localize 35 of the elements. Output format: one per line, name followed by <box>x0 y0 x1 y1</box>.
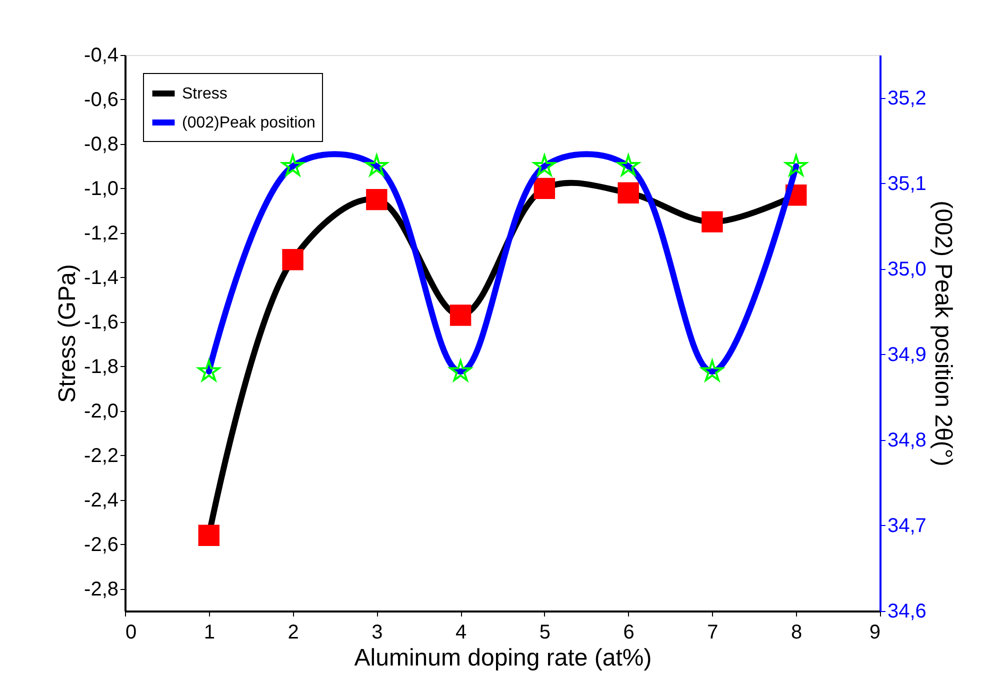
x-tick-label: 8 <box>791 622 802 644</box>
y2-tick-label: 35,0 <box>888 258 926 280</box>
legend-label: (002)Peak position <box>182 114 316 132</box>
y2-tick-label: 34,8 <box>888 429 926 452</box>
y-tick-label: -0,4 <box>84 44 118 66</box>
y2-axis-title: (002) Peak position 2θ(°) <box>929 200 956 466</box>
x-tick-label: 3 <box>372 622 383 644</box>
y2-tick-label: 34,9 <box>888 344 926 366</box>
x-tick-label: 0 <box>126 622 137 644</box>
x-axis-title: Aluminum doping rate (at%) <box>354 644 652 672</box>
y-tick-label: -1,4 <box>84 266 118 289</box>
y-tick-label: -2,4 <box>84 489 118 512</box>
y-tick-label: -2,0 <box>84 400 118 422</box>
x-tick-label: 2 <box>288 622 299 644</box>
x-tick-label: 7 <box>707 622 718 644</box>
y-tick-label: -2,6 <box>84 534 118 556</box>
y-tick-label: -2,8 <box>84 578 118 600</box>
y-tick-label: -1,2 <box>84 222 118 244</box>
x-tick-label: 4 <box>455 622 467 644</box>
y2-tick-label: 35,2 <box>888 87 926 110</box>
x-tick-label: 1 <box>204 622 215 644</box>
y-axis-title: Stress (GPa) <box>54 264 82 403</box>
y-tick-label: -1,0 <box>84 178 118 200</box>
y-tick-label: -2,2 <box>84 444 118 467</box>
y-tick-label: -1,8 <box>84 356 118 378</box>
x-tick-label: 9 <box>869 622 880 644</box>
x-tick-label: 5 <box>539 622 551 644</box>
x-tick-label: 6 <box>623 622 634 644</box>
y2-tick-label: 34,6 <box>888 600 926 622</box>
y2-tick-label: 35,1 <box>888 172 926 195</box>
y2-tick-label: 34,7 <box>888 514 926 537</box>
y-tick-label: -0,8 <box>84 133 118 156</box>
y-tick-label: -0,6 <box>84 88 118 111</box>
legend-label: Stress <box>182 86 228 102</box>
y-tick-label: -1,6 <box>84 311 118 334</box>
